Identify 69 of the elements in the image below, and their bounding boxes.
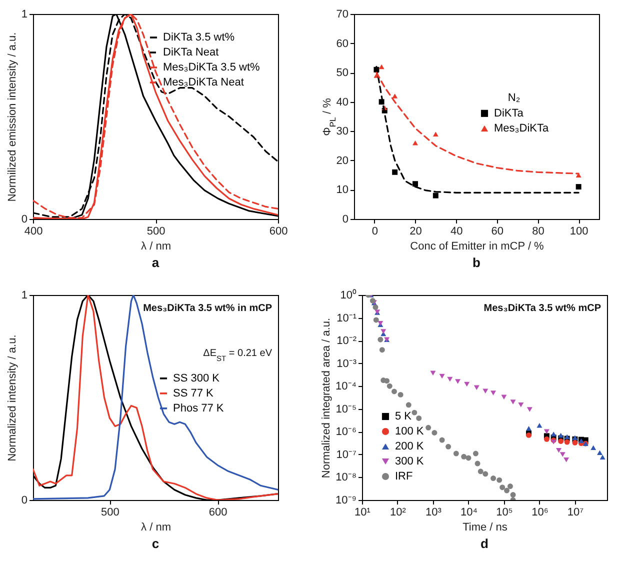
x-tick-label: 40 (450, 226, 463, 238)
legend-label: 200 K (395, 440, 424, 452)
text: c (152, 536, 160, 551)
x-axis-title: λ / nm (141, 522, 171, 534)
annotation: Mes₃DiKTa 3.5 wt% mCP (484, 303, 602, 314)
legend-label: DiKTa 3.5 wt% (163, 32, 235, 44)
legend-label: DiKTa Neat (163, 46, 219, 58)
x-tick-label: 500 (100, 506, 120, 518)
x-tick-label: 600 (269, 226, 288, 238)
y-tick-label: 0 (342, 214, 348, 226)
x-axis-title: λ / nm (141, 240, 171, 252)
legend-label: DiKTa (494, 107, 524, 120)
x-tick-label: 10² (390, 506, 406, 518)
y-axis-title: Normalized integrated area / a.u. (320, 318, 333, 478)
y-tick-label: 10⁻⁸ (336, 472, 356, 484)
x-tick-label: 500 (146, 226, 166, 238)
x-tick-label: 100 (570, 226, 588, 238)
y-tick-label: 50 (336, 67, 348, 80)
x-tick-label: 20 (410, 226, 422, 238)
legend-label: 5 K (395, 410, 412, 422)
y-tick-label: 1 (21, 8, 28, 20)
x-tick-label: 10⁶ (532, 506, 548, 518)
legend-label: Mes₃DiKTa (494, 122, 550, 134)
legend-label: 300 K (395, 456, 424, 468)
y-tick-label: 30 (336, 126, 348, 138)
y-tick-label: 10⁻⁵ (336, 403, 356, 416)
text: a (152, 255, 160, 270)
x-tick-label: 10⁵ (496, 506, 513, 518)
legend-label: Phos 77 K (173, 402, 224, 414)
annotation: ΔE$_{ST}$ = 0.21 eV (203, 348, 272, 362)
y-tick-label: 10⁰ (340, 288, 356, 302)
y-tick-label: 40 (336, 96, 348, 108)
y-tick-label: 60 (336, 38, 348, 50)
y-tick-label: 1 (21, 290, 28, 302)
annotation: Mes₃DiKTa 3.5 wt% in mCP (143, 303, 272, 314)
legend-label: SS 77 K (173, 387, 214, 400)
legend-label: Mes₃DiKTa Neat (163, 76, 244, 88)
y-tick-label: 10⁻² (336, 335, 357, 348)
legend-label: 100 K (395, 426, 424, 438)
y-tick-label: 0 (21, 494, 28, 506)
x-tick-label: 10⁷ (567, 506, 584, 518)
y-tick-label: 70 (336, 8, 348, 20)
x-tick-label: 80 (532, 226, 544, 238)
x-tick-label: 400 (24, 226, 43, 238)
x-tick-label: 600 (208, 506, 228, 518)
x-axis-title: Conc of Emitter in mCP / % (410, 240, 544, 252)
y-axis-title: Normalized intensity / a.u. (6, 334, 18, 462)
y-axis-title: Normilized emission intensity / a.u. (6, 32, 18, 202)
text: d (480, 536, 489, 551)
y-tick-label: 10⁻⁷ (336, 448, 357, 461)
y-tick-label: 10⁻⁴ (336, 380, 357, 393)
legend-title: N₂ (508, 92, 520, 104)
text: b (472, 255, 481, 270)
y-tick-label: 10⁻¹ (336, 312, 357, 324)
y-tick-label: 10⁻⁶ (336, 426, 356, 438)
x-tick-label: 0 (372, 226, 378, 238)
x-tick-label: 60 (491, 226, 504, 238)
x-tick-label: 10³ (426, 506, 442, 518)
y-tick-label: 10⁻⁹ (336, 494, 356, 506)
y-tick-label: 10⁻³ (336, 358, 357, 370)
legend-label: SS 300 K (173, 372, 220, 384)
x-tick-label: 10¹ (354, 506, 371, 518)
y-tick-label: 0 (21, 214, 28, 226)
x-tick-label: 10⁴ (460, 506, 478, 518)
x-axis-title: Time / ns (462, 522, 508, 534)
legend-label: IRF (395, 470, 413, 482)
legend-label: Mes₃DiKTa 3.5 wt% (163, 62, 260, 74)
y-tick-label: 20 (336, 154, 348, 167)
y-tick-label: 10 (336, 184, 348, 196)
